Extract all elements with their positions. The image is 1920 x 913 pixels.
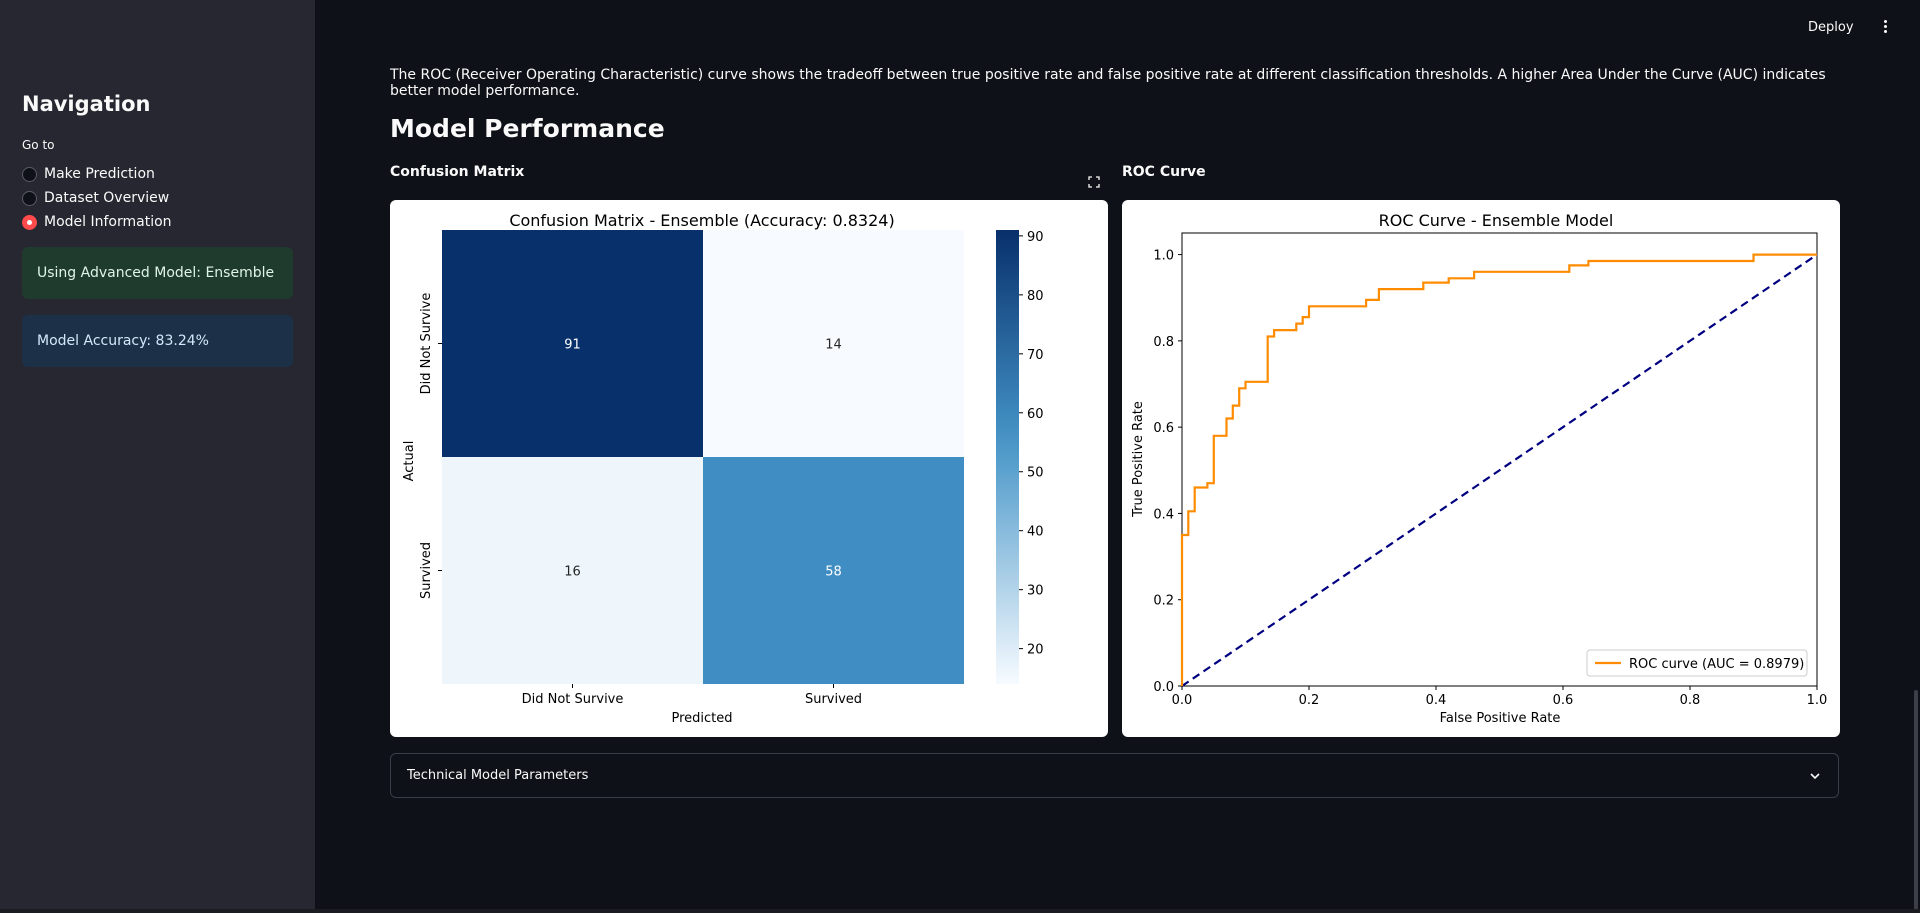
radio-label: Dataset Overview — [44, 190, 170, 206]
cell-value-label: 16 — [564, 565, 581, 580]
roc-curve-subtitle: ROC Curve — [1122, 164, 1206, 180]
x-tick-label: Did Not Survive — [522, 692, 624, 707]
heatmap-cell — [703, 457, 964, 684]
colorbar-tick-label: 40 — [1027, 525, 1044, 540]
radio-unselected-icon[interactable] — [22, 166, 37, 182]
y-tick-label: 0.8 — [1153, 335, 1174, 350]
more-vertical-icon[interactable] — [1878, 18, 1892, 38]
y-tick-label: Did Not Survive — [419, 293, 434, 395]
expander-label: Technical Model Parameters — [407, 768, 589, 783]
x-tick-label: 0.4 — [1426, 693, 1447, 708]
confusion-matrix-card: Confusion Matrix - Ensemble (Accuracy: 0… — [390, 200, 1108, 737]
colorbar — [996, 230, 1019, 684]
colorbar-tick-label: 70 — [1027, 348, 1044, 363]
roc-curve-line — [1180, 253, 1817, 686]
chart-title: Confusion Matrix - Ensemble (Accuracy: 0… — [509, 211, 894, 230]
colorbar-tick-label: 20 — [1027, 643, 1044, 658]
radio-make-prediction[interactable]: Make Prediction — [22, 162, 172, 186]
y-tick-label: 1.0 — [1153, 249, 1174, 264]
chance-diagonal-line — [1181, 253, 1818, 687]
section-title: Model Performance — [390, 114, 665, 143]
radio-label: Make Prediction — [44, 166, 155, 182]
colorbar-tick-label: 80 — [1027, 289, 1044, 304]
legend-label: ROC curve (AUC = 0.8979) — [1629, 657, 1804, 672]
cell-value-label: 14 — [825, 338, 842, 353]
navigation-radio-group: Make Prediction Dataset Overview Model I… — [22, 162, 172, 234]
x-tick-label: 0.8 — [1680, 693, 1701, 708]
y-tick-label: 0.2 — [1153, 594, 1174, 609]
technical-parameters-expander[interactable]: Technical Model Parameters — [390, 753, 1839, 798]
bottom-divider — [0, 909, 1920, 913]
y-tick-label: 0.6 — [1153, 421, 1174, 436]
cell-value-label: 58 — [825, 565, 842, 580]
heatmap-cell — [442, 230, 703, 457]
radio-dataset-overview[interactable]: Dataset Overview — [22, 186, 172, 210]
y-tick-label: Survived — [419, 542, 434, 599]
x-tick-label: 1.0 — [1807, 693, 1828, 708]
chevron-down-icon[interactable] — [1808, 769, 1822, 783]
x-tick-label: 0.6 — [1553, 693, 1574, 708]
confusion-matrix-subtitle: Confusion Matrix — [390, 164, 525, 180]
legend-box — [1586, 649, 1808, 677]
chart-title: ROC Curve - Ensemble Model — [1379, 211, 1614, 230]
y-tick-label: 0.4 — [1153, 507, 1174, 522]
roc-curve-card: ROC Curve - Ensemble Model 0.0 0.2 0.4 0.6 0… — [1122, 200, 1840, 737]
goto-label: Go to — [22, 138, 55, 152]
fullscreen-icon[interactable] — [1088, 176, 1100, 188]
colorbar-tick-label: 30 — [1027, 584, 1044, 599]
plot-frame — [1181, 232, 1818, 687]
heatmap-cell — [442, 457, 703, 684]
sidebar: Navigation Go to Make Prediction Dataset… — [0, 0, 315, 913]
radio-model-information[interactable]: Model Information — [22, 210, 172, 234]
colorbar-tick-label: 50 — [1027, 466, 1044, 481]
y-tick-label: 0.0 — [1153, 680, 1174, 695]
cell-value-label: 91 — [564, 338, 581, 353]
scrollbar-thumb[interactable] — [1914, 690, 1918, 910]
roc-curve-chart: ROC Curve - Ensemble Model 0.0 0.2 0.4 0.6 0… — [1131, 211, 1828, 726]
x-tick-label: Survived — [805, 692, 862, 707]
x-axis-label: False Positive Rate — [1440, 711, 1561, 726]
y-axis-label: True Positive Rate — [1131, 401, 1146, 518]
roc-description: The ROC (Receiver Operating Characterist… — [390, 67, 1826, 99]
radio-selected-icon[interactable] — [22, 214, 37, 230]
x-tick-label: 0.0 — [1172, 693, 1193, 708]
radio-label: Model Information — [44, 214, 172, 230]
model-accuracy-alert: Model Accuracy: 83.24% — [22, 315, 293, 367]
model-type-alert: Using Advanced Model: Ensemble — [22, 247, 293, 299]
x-axis-label: Predicted — [671, 711, 732, 726]
confusion-matrix-chart: Confusion Matrix - Ensemble (Accuracy: 0… — [402, 211, 1044, 726]
y-axis-label: Actual — [402, 441, 417, 482]
radio-unselected-icon[interactable] — [22, 190, 37, 206]
colorbar-tick-label: 90 — [1027, 230, 1044, 245]
deploy-button[interactable]: Deploy — [1808, 20, 1854, 35]
colorbar-tick-label: 60 — [1027, 407, 1044, 422]
x-tick-label: 0.2 — [1299, 693, 1320, 708]
heatmap-cell — [703, 230, 964, 457]
sidebar-title: Navigation — [22, 92, 151, 116]
